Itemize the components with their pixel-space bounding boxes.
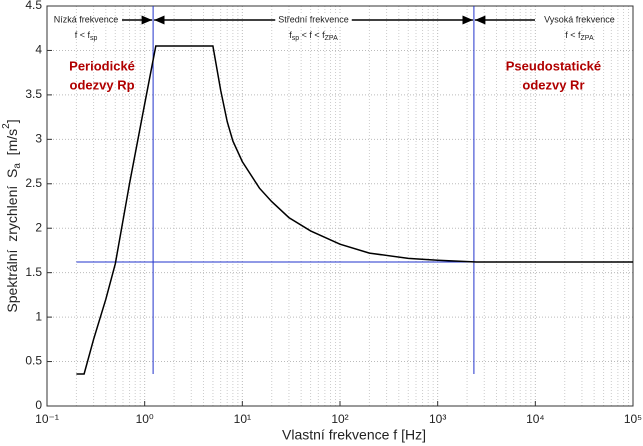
x-axis-label: Vlastní frekvence f [Hz]	[282, 427, 426, 443]
formula-part: < f < f	[299, 30, 325, 40]
y-label-part: a	[12, 163, 23, 169]
region-label: odezvy Rr	[522, 77, 584, 92]
annotation-title: Vysoká frekvence	[544, 14, 615, 24]
y-label-part: ]	[4, 119, 20, 123]
formula-part: sp	[292, 35, 300, 42]
region-label: Periodické	[69, 58, 135, 73]
y-tick-label: 1	[35, 309, 42, 323]
x-tick-label: 10³	[429, 412, 446, 426]
region-label: Pseudostatické	[506, 58, 601, 73]
y-tick-label: 4.5	[25, 0, 42, 12]
x-tick-label: 10⁵	[624, 412, 642, 426]
annotation-formula: f < fZPA	[565, 30, 594, 41]
y-tick-label: 0.5	[25, 354, 42, 368]
y-tick-label: 3	[35, 132, 42, 146]
formula-part: f < f	[565, 30, 581, 40]
region-label: odezvy Rp	[70, 77, 135, 92]
formula-part: sp	[90, 35, 98, 42]
formula-part: f	[289, 30, 292, 40]
annotation-bg	[275, 13, 352, 26]
x-tick-label: 10⁴	[526, 412, 545, 426]
annotation-title: Nízká frekvence	[54, 14, 119, 24]
y-tick-label: 4	[35, 43, 42, 57]
line-series	[76, 45, 633, 375]
x-tick-label: 10⁰	[136, 412, 154, 426]
y-axis-label: Spektrální zrychlení Sa [m/s2]	[1, 119, 23, 312]
y-tick-label: 0	[35, 398, 42, 412]
formula-part: ZPA	[325, 35, 338, 42]
y-tick-label: 1.5	[25, 265, 42, 279]
x-tick-label: 10¹	[234, 412, 251, 426]
y-label-part: [m/s	[4, 129, 20, 163]
annotation-formula: fsp < f < fZPA	[289, 30, 338, 41]
formula-part: ZPA	[581, 35, 594, 42]
y-label-part: 2	[1, 123, 12, 129]
y-tick-label: 2.5	[25, 176, 42, 190]
annotation-title: Střední frekvence	[278, 14, 349, 24]
y-tick-label: 3.5	[25, 87, 42, 101]
plot-frame	[46, 5, 634, 407]
x-tick-label: 10⁻¹	[35, 412, 59, 426]
x-tick-label: 10²	[331, 412, 348, 426]
annotation-formula: f < fsp	[75, 30, 98, 41]
y-tick-label: 2	[35, 220, 42, 234]
formula-part: f < f	[75, 30, 91, 40]
y-label-part: Spektrální zrychlení S	[4, 169, 20, 313]
